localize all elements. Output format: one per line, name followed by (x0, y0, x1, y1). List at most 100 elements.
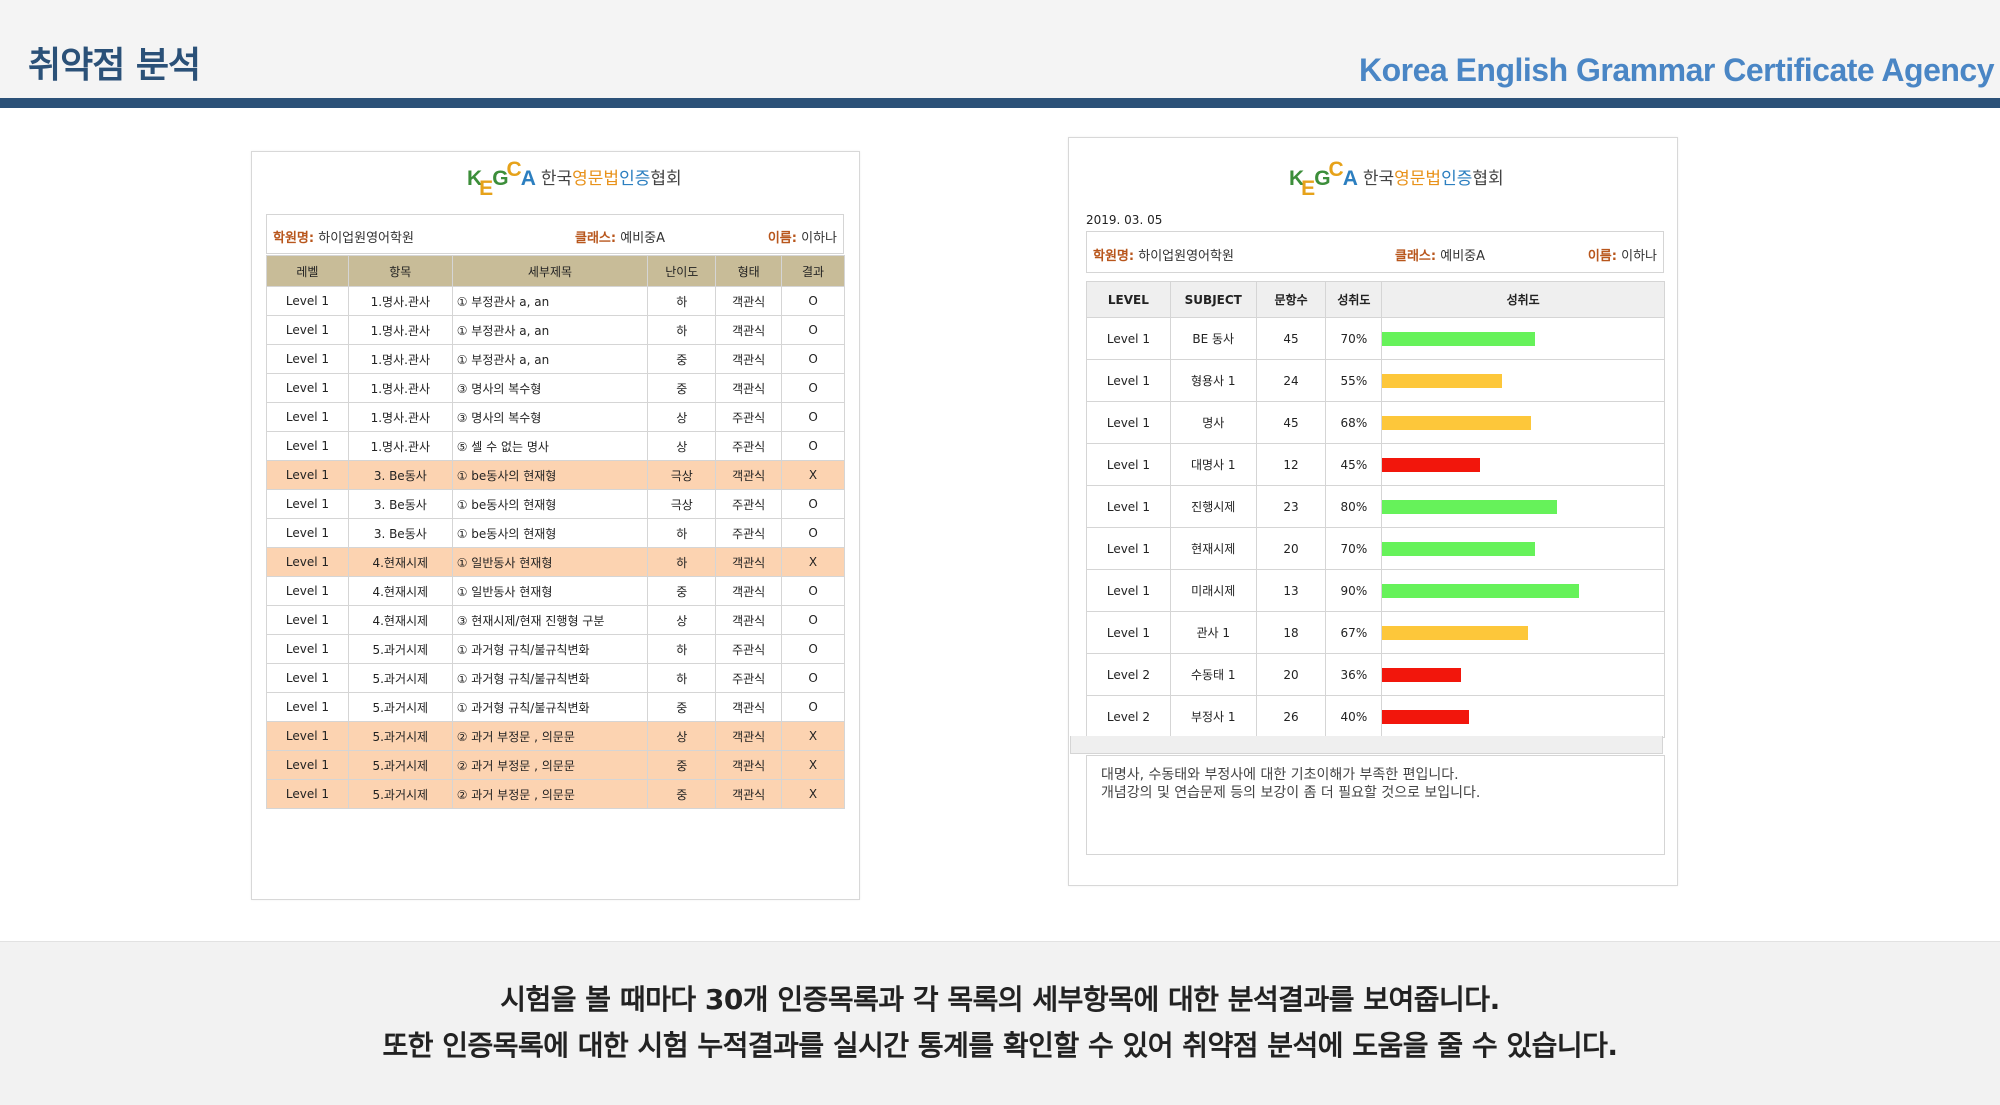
item-cell: 3. Be동사 (347, 460, 453, 490)
level-cell: Level 1 (266, 576, 349, 606)
result-cell: X (781, 547, 845, 577)
percent-cell: 70% (1325, 527, 1383, 570)
percent-cell: 45% (1325, 443, 1383, 486)
type-cell: 주관식 (715, 518, 783, 548)
level-cell: Level 1 (266, 663, 349, 693)
achievement-table: LEVEL SUBJECT 문항수 성취도 성취도 Level 1 BE 동사 45 70% L… (1086, 281, 1665, 738)
achievement-bar (1382, 499, 1558, 514)
level-cell: Level 1 (1086, 443, 1171, 486)
table-row: Level 1 4.현재시제 ③ 현재시제/현재 진행형 구분 상 객관식 O (266, 605, 845, 635)
detail-cell: ① 부정관사 a, an (451, 344, 649, 374)
result-cell: X (781, 779, 845, 809)
table-row: Level 1 1.명사.관사 ① 부정관사 a, an 중 객관식 O (266, 344, 845, 374)
column-header: 성취도 (1325, 281, 1383, 318)
name-field: 이름: 이하나 (1587, 249, 1657, 264)
item-cell: 5.과거시제 (347, 779, 453, 809)
bar-cell (1381, 611, 1665, 654)
difficulty-cell: 중 (647, 779, 717, 809)
detail-cell: ② 과거 부정문 , 의문문 (451, 750, 649, 780)
count-cell: 12 (1255, 443, 1327, 486)
subject-cell: 부정사 1 (1169, 695, 1257, 738)
table-footer-strip (1070, 736, 1663, 754)
column-header: 형태 (715, 255, 783, 287)
agency-name: Korea English Grammar Certificate Agency (1358, 52, 1995, 88)
level-cell: Level 1 (266, 286, 349, 316)
item-cell: 5.과거시제 (347, 692, 453, 722)
type-cell: 객관식 (715, 286, 783, 316)
column-header: 세부제목 (451, 255, 649, 287)
count-cell: 20 (1255, 653, 1327, 696)
student-info: 학원명: 하이업원영어학원 클래스: 예비중A 이름: 이하나 (1086, 231, 1664, 273)
name-field: 이름: 이하나 (767, 231, 837, 246)
top-header: 취약점 분석 Korea English Grammar Certificate… (0, 0, 2000, 98)
detail-cell: ② 과거 부정문 , 의문문 (451, 779, 649, 809)
table-row: Level 1 형용사 1 24 55% (1086, 359, 1665, 402)
item-cell: 1.명사.관사 (347, 373, 453, 403)
column-header: 레벨 (266, 255, 349, 287)
table-row: Level 1 3. Be동사 ① be동사의 현재형 하 주관식 O (266, 518, 845, 548)
percent-cell: 68% (1325, 401, 1383, 444)
difficulty-cell: 중 (647, 750, 717, 780)
type-cell: 주관식 (715, 663, 783, 693)
level-cell: Level 2 (1086, 695, 1171, 738)
level-cell: Level 1 (266, 721, 349, 751)
result-cell: O (781, 518, 845, 548)
table-row: Level 1 4.현재시제 ① 일반동사 현재형 하 객관식 X (266, 547, 845, 577)
table-row: Level 1 진행시제 23 80% (1086, 485, 1665, 528)
difficulty-cell: 극상 (647, 489, 717, 519)
level-cell: Level 2 (1086, 653, 1171, 696)
achievement-bar (1382, 667, 1462, 682)
item-cell: 3. Be동사 (347, 489, 453, 519)
item-cell: 5.과거시제 (347, 663, 453, 693)
count-cell: 23 (1255, 485, 1327, 528)
level-cell: Level 1 (266, 779, 349, 809)
table-row: Level 1 1.명사.관사 ① 부정관사 a, an 하 객관식 O (266, 286, 845, 316)
level-cell: Level 1 (266, 750, 349, 780)
result-cell: O (781, 344, 845, 374)
detail-cell: ① 부정관사 a, an (451, 286, 649, 316)
table-row: Level 1 4.현재시제 ① 일반동사 현재형 중 객관식 O (266, 576, 845, 606)
item-cell: 4.현재시제 (347, 547, 453, 577)
table-header-row: LEVEL SUBJECT 문항수 성취도 성취도 (1086, 281, 1665, 318)
achievement-bar (1382, 331, 1536, 346)
difficulty-cell: 중 (647, 692, 717, 722)
level-cell: Level 1 (266, 547, 349, 577)
item-cell: 1.명사.관사 (347, 315, 453, 345)
type-cell: 주관식 (715, 634, 783, 664)
logo-letter-e: E (1301, 177, 1316, 200)
count-cell: 24 (1255, 359, 1327, 402)
result-cell: O (781, 286, 845, 316)
table-row: Level 1 BE 동사 45 70% (1086, 317, 1665, 360)
level-cell: Level 1 (266, 315, 349, 345)
footer-caption: 시험을 볼 때마다 30개 인증목록과 각 목록의 세부항목에 대한 분석결과를… (0, 941, 2000, 1105)
item-cell: 5.과거시제 (347, 750, 453, 780)
detail-cell: ① 일반동사 현재형 (451, 547, 649, 577)
achievement-bar (1382, 541, 1536, 556)
caption-line-2: 또한 인증목록에 대한 시험 누적결과를 실시간 통계를 확인할 수 있어 취약… (382, 1029, 1618, 1062)
result-cell: O (781, 634, 845, 664)
achievement-bar (1382, 625, 1529, 640)
result-cell: O (781, 692, 845, 722)
item-cell: 3. Be동사 (347, 518, 453, 548)
percent-cell: 36% (1325, 653, 1383, 696)
detail-cell: ② 과거 부정문 , 의문문 (451, 721, 649, 751)
subject-cell: 미래시제 (1169, 569, 1257, 612)
difficulty-cell: 중 (647, 576, 717, 606)
comment-line: 대명사, 수동태와 부정사에 대한 기초이해가 부족한 편입니다. (1101, 767, 1459, 783)
difficulty-cell: 극상 (647, 460, 717, 490)
logo-letter-e: E (479, 177, 494, 200)
detail-cell: ③ 명사의 복수형 (451, 402, 649, 432)
result-cell: O (781, 315, 845, 345)
item-cell: 5.과거시제 (347, 721, 453, 751)
result-cell: X (781, 750, 845, 780)
bar-cell (1381, 401, 1665, 444)
achievement-bar (1382, 373, 1503, 388)
logo-name: 한국영문법인증협회 (540, 169, 682, 189)
table-row: Level 1 1.명사.관사 ③ 명사의 복수형 상 주관식 O (266, 402, 845, 432)
item-cell: 1.명사.관사 (347, 286, 453, 316)
result-cell: O (781, 402, 845, 432)
table-row: Level 1 관사 1 18 67% (1086, 611, 1665, 654)
table-row: Level 1 현재시제 20 70% (1086, 527, 1665, 570)
type-cell: 객관식 (715, 605, 783, 635)
count-cell: 45 (1255, 317, 1327, 360)
